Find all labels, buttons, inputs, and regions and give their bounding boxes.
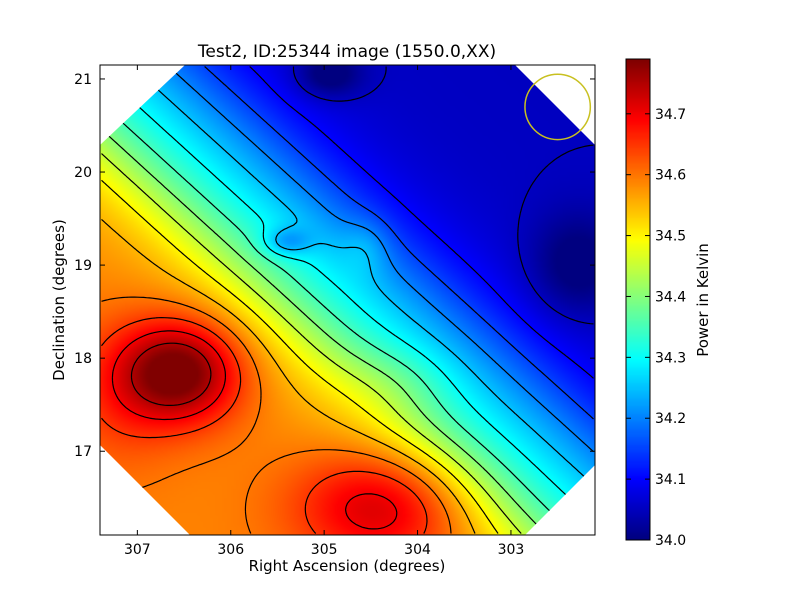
colorbar-label: Power in Kelvin [694, 243, 712, 357]
y-tick-label: 18 [74, 351, 92, 367]
x-axis-label: Right Ascension (degrees) [249, 557, 446, 575]
contour-lines [101, 66, 594, 534]
contour-level [101, 296, 452, 534]
x-tick-label: 304 [404, 542, 431, 558]
contour-level [130, 342, 212, 406]
colorbar-frame [625, 58, 651, 541]
y-axis: 17 18 19 20 21 [74, 72, 595, 460]
heatmap-area [100, 65, 595, 535]
contour-level [204, 66, 594, 420]
x-axis: 307 306 305 304 303 [124, 65, 524, 558]
axes-frame [99, 64, 596, 536]
y-tick-label: 20 [74, 165, 92, 181]
x-tick-label: 307 [124, 542, 151, 558]
x-tick-label: 303 [498, 542, 525, 558]
y-tick-label: 21 [74, 72, 92, 88]
colorbar-ticks: 34.0 34.1 34.2 34.3 34.4 34.5 34.6 34.7 [626, 107, 686, 549]
contour-level [101, 179, 499, 534]
colorbar-tick-label: 34.4 [655, 289, 686, 305]
y-tick-label: 17 [74, 444, 92, 460]
colorbar-tick-label: 34.5 [655, 229, 686, 245]
contour-level [292, 66, 594, 325]
colorbar-gradient [626, 59, 650, 540]
contour-level [249, 66, 594, 379]
colorbar-tick-label: 34.3 [655, 350, 686, 366]
contour-level [111, 330, 398, 530]
colorbar-tick-label: 34.7 [655, 107, 686, 123]
y-axis-label: Declination (degrees) [50, 219, 68, 381]
beam-circle [524, 73, 592, 141]
contour-level [101, 153, 522, 534]
x-tick-label: 305 [311, 542, 338, 558]
y-tick-label: 19 [74, 258, 92, 274]
chart-title: Test2, ID:25344 image (1550.0,XX) [197, 42, 496, 62]
colorbar-tick-label: 34.6 [655, 168, 686, 184]
contour-level [101, 218, 476, 534]
contour-level [101, 317, 428, 534]
colorbar: 34.0 34.1 34.2 34.3 34.4 34.5 34.6 34.7 Power i… [625, 58, 712, 549]
colorbar-tick-label: 34.1 [655, 472, 686, 488]
heatmap-image [100, 65, 595, 535]
x-tick-label: 306 [217, 542, 244, 558]
colorbar-tick-label: 34.0 [655, 533, 686, 549]
colorbar-tick-label: 34.2 [655, 411, 686, 427]
